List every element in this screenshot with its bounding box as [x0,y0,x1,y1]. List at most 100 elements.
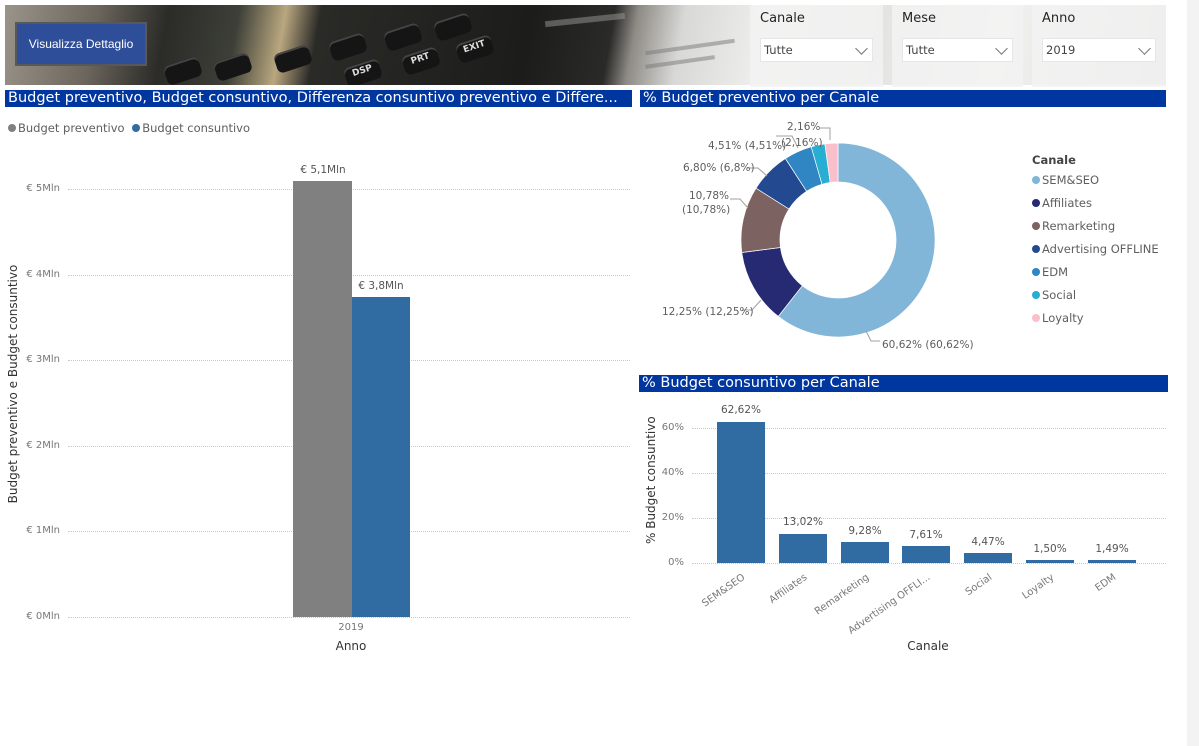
data-label: 13,02% [782,516,824,528]
key-label: DSP [351,63,374,80]
document-line [645,55,715,69]
y-tick: 20% [661,512,684,523]
donut-label-semseo: 60,62% (60,62%) [882,339,974,351]
legend-label: EDM [1042,265,1069,279]
anno-dropdown[interactable]: 2019 [1042,38,1156,62]
y-tick: € 0Mln [26,611,60,622]
slicer-mese: Mese Tutte [892,5,1023,87]
calculator-key-icon [272,43,314,75]
data-label: € 5,1Mln [300,164,346,176]
legend-title: Canale [1032,153,1076,167]
calculator-key-icon: PRT [400,45,442,77]
bar-semseo[interactable] [717,422,765,563]
legend-label: Remarketing [1042,219,1116,233]
donut-chart [730,127,936,342]
bar-edm[interactable] [1088,560,1136,563]
data-label: 1,49% [1095,543,1129,555]
gridline [692,428,1166,429]
document-line [544,12,626,28]
donut-label-loyalty: (2,16%) [781,137,823,149]
y-axis-title: % Budget consuntivo [644,416,658,544]
legend-item-semseo[interactable]: SEM&SEO [1032,169,1159,192]
slice-loyalty[interactable] [824,142,839,183]
legend-item-loyalty[interactable]: Loyalty [1032,307,1159,330]
chart-title-preventivo: % Budget preventivo per Canale [640,90,1166,107]
data-label: € 3,8Mln [358,280,404,292]
chevron-down-icon [855,42,868,55]
y-axis-title: Budget preventivo e Budget consuntivo [6,264,20,504]
bar-social[interactable] [964,553,1012,563]
legend-item-consuntivo[interactable]: Budget consuntivo [132,121,250,135]
leader-lines [730,127,880,342]
y-tick: 0% [668,557,684,568]
calculator-key-icon [212,51,254,83]
legend-dot-icon [1032,314,1040,322]
legend-item-remarketing[interactable]: Remarketing [1032,215,1159,238]
calculator-key-icon: EXIT [454,33,496,65]
legend-dot-icon [132,124,141,132]
legend-dot-icon [8,124,16,132]
gridline [692,518,1166,519]
legend-item-advertising-offline[interactable]: Advertising OFFLINE [1032,238,1159,261]
bar-budget-preventivo[interactable] [293,181,352,617]
chart-title-consuntivo: % Budget consuntivo per Canale [639,375,1168,392]
donut-label-remarketing: (10,78%) [682,204,731,216]
chevron-down-icon [1138,42,1151,55]
legend-dot-icon [1032,222,1040,230]
bar-advertising-offline[interactable] [902,546,950,563]
mese-dropdown[interactable]: Tutte [902,38,1013,62]
legend-item-social[interactable]: Social [1032,284,1159,307]
legend-dot-icon [1032,176,1040,184]
donut-label-loyalty: 2,16% [787,121,821,133]
chart-title-budget: Budget preventivo, Budget consuntivo, Di… [5,90,632,107]
donut-label-advertising: 6,80% (6,8%) [683,162,755,174]
legend-dot-icon [1032,268,1040,276]
x-tick: 2019 [338,622,364,633]
legend-item-preventivo[interactable]: Budget preventivo [8,121,125,135]
slice-semseo[interactable] [777,142,936,338]
bar-budget-consuntivo[interactable] [352,297,410,617]
y-tick: € 3Mln [26,354,60,365]
y-tick: 60% [661,422,684,433]
legend-label: Loyalty [1042,311,1084,325]
legend-dot-icon [1032,291,1040,299]
donut-label-edm: 4,51% (4,51%) [708,140,787,152]
slicer-anno: Anno 2019 [1032,5,1166,87]
document-line [645,38,735,56]
legend-label: Affiliates [1042,196,1092,210]
legend-label: Budget consuntivo [142,121,251,135]
legend-item-edm[interactable]: EDM [1032,261,1159,284]
right-scroll-strip[interactable] [1187,0,1199,746]
bar-affiliates[interactable] [779,534,827,563]
data-label: 62,62% [720,404,762,416]
y-tick: € 2Mln [26,440,60,451]
legend-dot-icon [1032,245,1040,253]
dropdown-value: Tutte [906,43,935,57]
calculator-key-icon [432,11,474,43]
data-label: 7,61% [909,529,943,541]
calculator-key-icon [162,55,204,85]
calculator-key-icon [382,21,424,53]
chevron-down-icon [995,42,1008,55]
y-tick: € 5Mln [26,183,60,194]
gridline [692,563,1166,564]
legend-label: Social [1042,288,1077,302]
slicer-label: Anno [1042,11,1076,26]
slicer-label: Mese [902,11,936,26]
gridline [68,617,630,618]
visualizza-dettaglio-button[interactable]: Visualizza Dettaglio [15,22,147,66]
calculator-key-icon [327,31,369,63]
dropdown-value: 2019 [1046,43,1076,57]
legend-item-affiliates[interactable]: Affiliates [1032,192,1159,215]
key-label: PRT [409,51,432,67]
bar-loyalty[interactable] [1026,560,1074,563]
chart-legend: Budget preventivo Budget consuntivo [8,121,250,135]
calculator-key-icon: DSP [342,57,384,85]
legend-label: Budget preventivo [18,121,125,135]
gridline [692,473,1166,474]
bar-remarketing[interactable] [841,542,889,563]
data-label: 1,50% [1033,543,1067,555]
legend-label: SEM&SEO [1042,173,1100,187]
dropdown-value: Tutte [764,43,793,57]
canale-dropdown[interactable]: Tutte [760,38,873,62]
